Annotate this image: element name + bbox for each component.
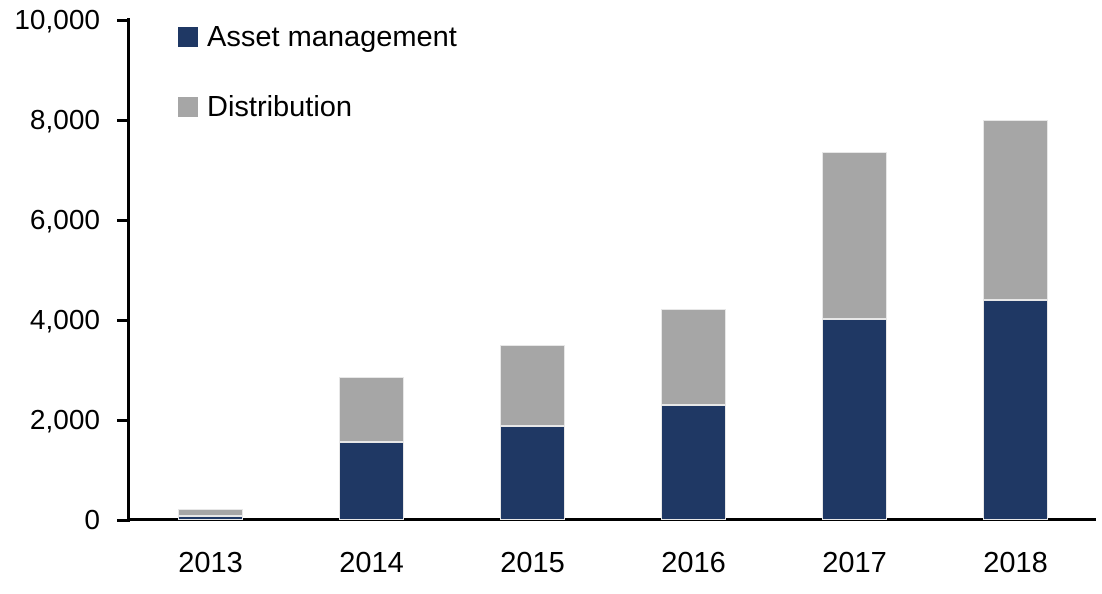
x-axis-label-2013: 2013 [178,547,243,579]
legend-item-distribution: Distribution [178,91,457,123]
y-axis-tick [117,518,130,522]
y-axis-tick-label: 6,000 [29,204,100,235]
bar-segment-2015-asset-management [500,426,565,520]
bar-segment-2013-asset-management [178,515,243,520]
legend-swatch-distribution [178,97,198,117]
y-axis-tick-label: 4,000 [29,304,100,335]
y-axis-tick [117,318,130,322]
bar-segment-2013-distribution [178,509,243,516]
y-axis-tick-label: 8,000 [29,104,100,135]
bar-segment-2016-asset-management [661,405,726,520]
x-axis-label-2016: 2016 [661,547,726,579]
bar-segment-2014-distribution [339,376,404,442]
y-axis-tick-label: 10,000 [14,4,100,35]
bar-segment-2016-distribution [661,308,726,405]
y-axis-tick [117,218,130,222]
x-axis-label-2014: 2014 [339,547,404,579]
x-axis-label-2015: 2015 [500,547,565,579]
x-axis-label-2018: 2018 [983,547,1048,579]
y-axis-tick-label: 0 [84,504,100,535]
bar-segment-2018-distribution [983,120,1048,300]
y-axis-tick-label: 2,000 [29,404,100,435]
x-axis-line [127,518,1096,521]
x-axis-label-2017: 2017 [822,547,887,579]
y-axis-line [127,18,130,521]
bar-segment-2017-asset-management [822,318,887,520]
bar-segment-2015-distribution [500,345,565,426]
bar-segment-2014-asset-management [339,442,404,520]
legend-item-asset-management: Asset management [178,21,457,53]
y-axis-tick [117,18,130,22]
legend-label-asset-management: Asset management [207,21,457,53]
y-axis-tick [117,118,130,122]
y-axis-tick [117,418,130,422]
legend-label-distribution: Distribution [207,91,353,123]
legend: Asset management Distribution [178,21,457,123]
bar-segment-2017-distribution [822,151,887,319]
legend-swatch-asset-management [178,27,198,47]
bar-segment-2018-asset-management [983,300,1048,520]
